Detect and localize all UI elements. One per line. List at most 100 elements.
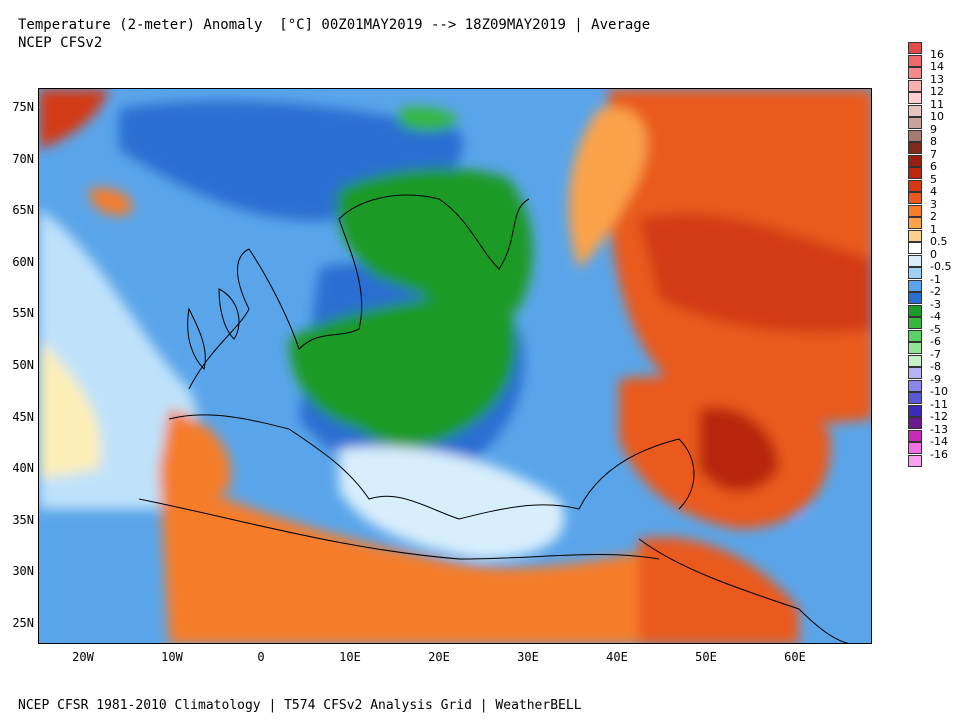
warm-greenland-corner xyxy=(39,89,109,149)
colorbar-swatch xyxy=(908,129,922,142)
colorbar-swatch xyxy=(908,204,922,217)
colorbar-label: 11 xyxy=(930,97,944,111)
colorbar-swatch xyxy=(908,317,922,329)
colorbar-swatch xyxy=(908,254,922,267)
warm-north-africa xyxy=(159,469,679,643)
lat-label-25n: 25N xyxy=(12,616,34,630)
colorbar-swatch xyxy=(908,279,922,292)
lat-label-40n: 40N xyxy=(12,461,34,476)
strong-warm-russia xyxy=(639,213,871,333)
lon-label-0: 0 xyxy=(257,650,265,664)
colorbar-label: -11 xyxy=(930,397,948,411)
colorbar-label: -16 xyxy=(930,447,948,461)
colorbar-swatch xyxy=(908,217,922,229)
colorbar-label: -6 xyxy=(930,335,941,348)
colorbar-swatch xyxy=(908,454,922,467)
colorbar-label: 7 xyxy=(930,147,937,161)
colorbar-swatch xyxy=(908,267,922,279)
warm-iberia xyxy=(159,409,231,500)
colorbar-swatch xyxy=(908,329,922,342)
colorbar-swatch xyxy=(908,354,922,367)
colorbar-swatch xyxy=(908,429,922,442)
colorbar-swatch xyxy=(908,292,922,304)
title-line-2: NCEP CFSv2 xyxy=(18,35,103,51)
colorbar-swatch xyxy=(908,192,922,204)
colorbar-label: 12 xyxy=(930,85,944,98)
lat-label-70n: 70N xyxy=(12,151,34,166)
colorbar-swatch xyxy=(908,54,922,67)
colorbar-label: -8 xyxy=(930,360,941,373)
lat-label-60n: 60N xyxy=(12,254,34,269)
colorbar-swatch xyxy=(908,342,922,354)
colorbar-label: -4 xyxy=(930,310,941,323)
lon-label-50e: 50E xyxy=(695,650,717,664)
colorbar-swatch xyxy=(908,42,922,54)
colorbar-label: -7 xyxy=(930,347,941,361)
lon-label-20w: 20W xyxy=(72,650,94,664)
colorbar-label: 0.5 xyxy=(930,235,948,248)
colorbar-label: 1 xyxy=(930,222,937,236)
colorbar-label: -9 xyxy=(930,372,941,386)
colorbar-swatch xyxy=(908,417,922,429)
lat-label-45n: 45N xyxy=(12,409,34,424)
colorbar-swatch xyxy=(908,367,922,379)
lat-label-30n: 30N xyxy=(12,564,34,579)
colorbar-label: 5 xyxy=(930,172,937,186)
lon-label-20e: 20E xyxy=(428,650,450,664)
title-line-1: Temperature (2-meter) Anomaly [°C] 00Z01… xyxy=(18,17,651,33)
green-central-europe xyxy=(289,289,517,448)
colorbar-label: 2 xyxy=(930,210,937,223)
coastlines xyxy=(138,194,849,643)
warm-iceland xyxy=(89,188,132,216)
colorbar-label: 3 xyxy=(930,197,937,211)
colorbar-swatch xyxy=(908,167,922,179)
lat-label-50n: 50N xyxy=(12,358,34,372)
colorbar-label: 8 xyxy=(930,135,937,148)
colorbar-swatch xyxy=(908,117,922,129)
pale-yellow-atlantic xyxy=(39,339,101,479)
light-mediterranean xyxy=(339,446,565,559)
anomaly-map xyxy=(38,88,872,644)
light-warm-transition xyxy=(568,107,647,269)
lat-label-75n: 75N xyxy=(12,100,34,114)
lon-label-30e: 30E xyxy=(517,650,539,664)
hot-caspian xyxy=(699,407,779,492)
lon-label-40e: 40E xyxy=(606,650,628,664)
lon-label-60e: 60E xyxy=(784,650,806,664)
colorbar-swatch xyxy=(908,229,922,242)
lon-label-10e: 10E xyxy=(339,650,361,664)
colorbar-swatch xyxy=(908,142,922,154)
colorbar-label: -10 xyxy=(930,385,948,398)
colorbar-swatch xyxy=(908,442,922,454)
green-north-sea-patch xyxy=(399,107,459,131)
colorbar-label: -0.5 xyxy=(930,260,952,273)
anomaly-field xyxy=(39,89,871,643)
colorbar-label: -1 xyxy=(930,272,941,286)
colorbar-label: 16 xyxy=(930,47,944,61)
colorbar-label: -5 xyxy=(930,322,941,336)
colorbar-label: 14 xyxy=(930,60,944,73)
map-title: Temperature (2-meter) Anomaly [°C] 00Z01… xyxy=(18,16,650,52)
footer-credit: NCEP CFSR 1981-2010 Climatology | T574 C… xyxy=(18,698,582,713)
blue-east-pocket xyxy=(799,515,871,643)
colorbar-swatch xyxy=(908,92,922,104)
lat-label-35n: 35N xyxy=(12,512,34,527)
colorbar-swatch xyxy=(908,304,922,317)
colorbar-label: -14 xyxy=(930,435,948,448)
colorbar-label: -13 xyxy=(930,422,948,436)
colorbar-label: 10 xyxy=(930,110,944,123)
colorbar-label: -2 xyxy=(930,285,941,298)
colorbar-swatch xyxy=(908,179,922,192)
colorbar-swatch xyxy=(908,392,922,404)
colorbar-swatch xyxy=(908,104,922,117)
colorbar-label: 9 xyxy=(930,122,937,136)
colorbar-label: 13 xyxy=(930,72,944,86)
green-scandinavia xyxy=(336,168,533,315)
colorbar-swatch xyxy=(908,404,922,417)
colorbar-swatch xyxy=(908,79,922,92)
lon-label-10w: 10W xyxy=(161,650,183,664)
colorbar-label: 6 xyxy=(930,160,937,173)
lat-label-65n: 65N xyxy=(12,203,34,218)
colorbar-label: -12 xyxy=(930,410,948,423)
lat-label-55n: 55N xyxy=(12,306,34,321)
